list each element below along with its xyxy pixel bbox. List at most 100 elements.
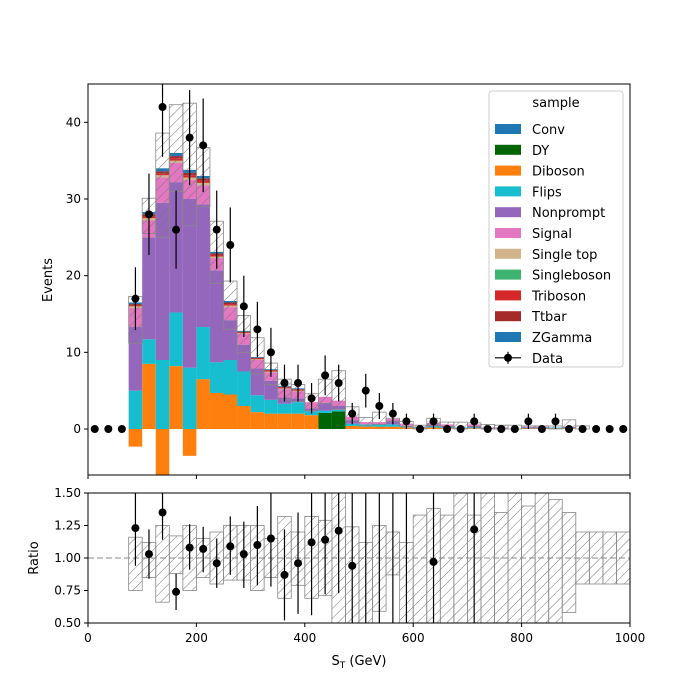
legend-swatch xyxy=(495,144,521,155)
ratio-point xyxy=(185,524,194,570)
legend-swatch xyxy=(495,207,521,218)
ratio-band-bin-34 xyxy=(548,499,563,623)
bar-flips-bin-3 xyxy=(128,390,143,429)
bar-diboson-bin-11 xyxy=(237,406,251,429)
data-point xyxy=(226,207,235,283)
bar-diboson-bin-20 xyxy=(359,426,373,429)
ratio-band-bin-27 xyxy=(453,493,468,623)
bar-nonprompt-bin-17 xyxy=(318,402,332,411)
data-point xyxy=(280,364,289,402)
ratio-marker xyxy=(212,559,221,568)
bar-flips-bin-12 xyxy=(250,395,265,413)
ratio-point xyxy=(199,526,208,573)
ratio-point xyxy=(307,493,316,616)
main-y-tick-label: 0 xyxy=(73,422,81,436)
data-marker xyxy=(456,425,465,433)
data-point xyxy=(334,364,343,402)
ratio-point xyxy=(280,529,289,621)
bar-flips-bin-18 xyxy=(331,409,346,412)
ratio-x-tick-label: 400 xyxy=(293,631,316,645)
data-point xyxy=(375,392,384,420)
bar-flips-bin-22 xyxy=(386,424,400,427)
ratio-band-bin-33 xyxy=(534,493,550,623)
legend-item-zgamma: ZGamma xyxy=(495,331,592,346)
ratio-point xyxy=(470,493,479,623)
data-marker xyxy=(415,425,424,433)
bar-diboson-bin-12 xyxy=(250,412,265,429)
data-point xyxy=(456,425,465,433)
ratio-band-bin-26 xyxy=(439,514,455,623)
ratio-point xyxy=(294,512,303,614)
bar-diboson-bin-3 xyxy=(128,429,143,447)
legend-label: Nonprompt xyxy=(532,206,605,221)
bar-diboson-bin-9 xyxy=(209,392,224,429)
legend-label: DY xyxy=(532,144,549,159)
legend-item-dy: DY xyxy=(495,144,549,159)
legend-item-singleboson: Singleboson xyxy=(495,269,611,284)
data-marker xyxy=(497,425,506,433)
data-point xyxy=(104,425,113,433)
data-marker xyxy=(212,225,221,234)
bar-diboson-bin-6 xyxy=(169,366,183,429)
ratio-y-tick-label: 1.25 xyxy=(54,519,81,533)
legend-label: Singleboson xyxy=(532,269,611,284)
data-point xyxy=(199,98,208,193)
uncertainty-band-bin-6 xyxy=(168,104,184,192)
bar-diboson-bin-16 xyxy=(304,415,319,429)
main-y-axis-label: Events xyxy=(41,258,56,302)
bar-flips-bin-21 xyxy=(372,424,387,427)
data-point xyxy=(144,173,153,255)
bar-diboson-bin-13 xyxy=(264,413,278,429)
legend-label: Conv xyxy=(532,123,565,138)
bar-flips-bin-5 xyxy=(155,360,170,429)
data-point xyxy=(321,355,330,396)
ratio-marker xyxy=(239,550,248,559)
bar-flips-bin-14 xyxy=(277,403,292,414)
bar-diboson-bin-7 xyxy=(182,429,197,456)
data-marker xyxy=(619,425,628,433)
bar-flips-bin-13 xyxy=(264,399,278,414)
legend-swatch xyxy=(495,290,521,301)
bar-nonprompt-bin-9 xyxy=(209,270,224,363)
ratio-point xyxy=(348,493,357,623)
data-marker xyxy=(483,425,492,433)
data-point xyxy=(361,373,370,408)
ratio-marker xyxy=(266,534,275,543)
data-point xyxy=(239,275,248,337)
data-marker xyxy=(104,425,113,433)
ratio-marker xyxy=(131,524,140,533)
uncertainty-band-bin-20 xyxy=(358,417,373,427)
ratio-x-tick-label: 600 xyxy=(402,631,425,645)
ratio-y-tick-label: 0.50 xyxy=(54,616,81,630)
ratio-point xyxy=(321,493,330,595)
data-marker xyxy=(375,402,384,410)
legend-swatch xyxy=(495,332,521,342)
bar-diboson-bin-21 xyxy=(372,426,387,429)
legend-swatch xyxy=(495,124,521,134)
x-axis-label-unit: (GeV) xyxy=(345,654,386,669)
bar-diboson-bin-10 xyxy=(223,394,238,429)
ratio-panel: 0.50 0.75 1.00 1.25 1.50 0 200 400 600 800 1000 R… xyxy=(27,486,645,671)
data-point xyxy=(524,413,533,429)
data-point xyxy=(415,425,424,433)
data-point xyxy=(537,425,546,433)
legend-label: Ttbar xyxy=(531,310,567,325)
data-marker xyxy=(226,241,235,249)
data-marker xyxy=(117,425,126,433)
data-marker xyxy=(90,425,99,433)
legend-label: Flips xyxy=(532,185,562,200)
legend: sample Conv DY Diboson Flips Nonprompt Signal… xyxy=(488,90,624,368)
data-marker xyxy=(388,409,397,418)
bar-dy-bin-17 xyxy=(318,412,332,429)
ratio-y-tick-label: 1.00 xyxy=(54,551,81,565)
ratio-band-bin-29 xyxy=(480,493,495,623)
ratio-marker xyxy=(307,538,316,547)
data-point xyxy=(117,425,126,433)
bar-diboson-bin-5 xyxy=(155,429,170,475)
data-marker xyxy=(172,225,181,234)
ratio-band-bin-32 xyxy=(521,505,536,623)
ratio-marker xyxy=(348,561,357,570)
x-axis-label: ST (GeV) xyxy=(331,654,386,671)
data-point xyxy=(158,84,167,157)
